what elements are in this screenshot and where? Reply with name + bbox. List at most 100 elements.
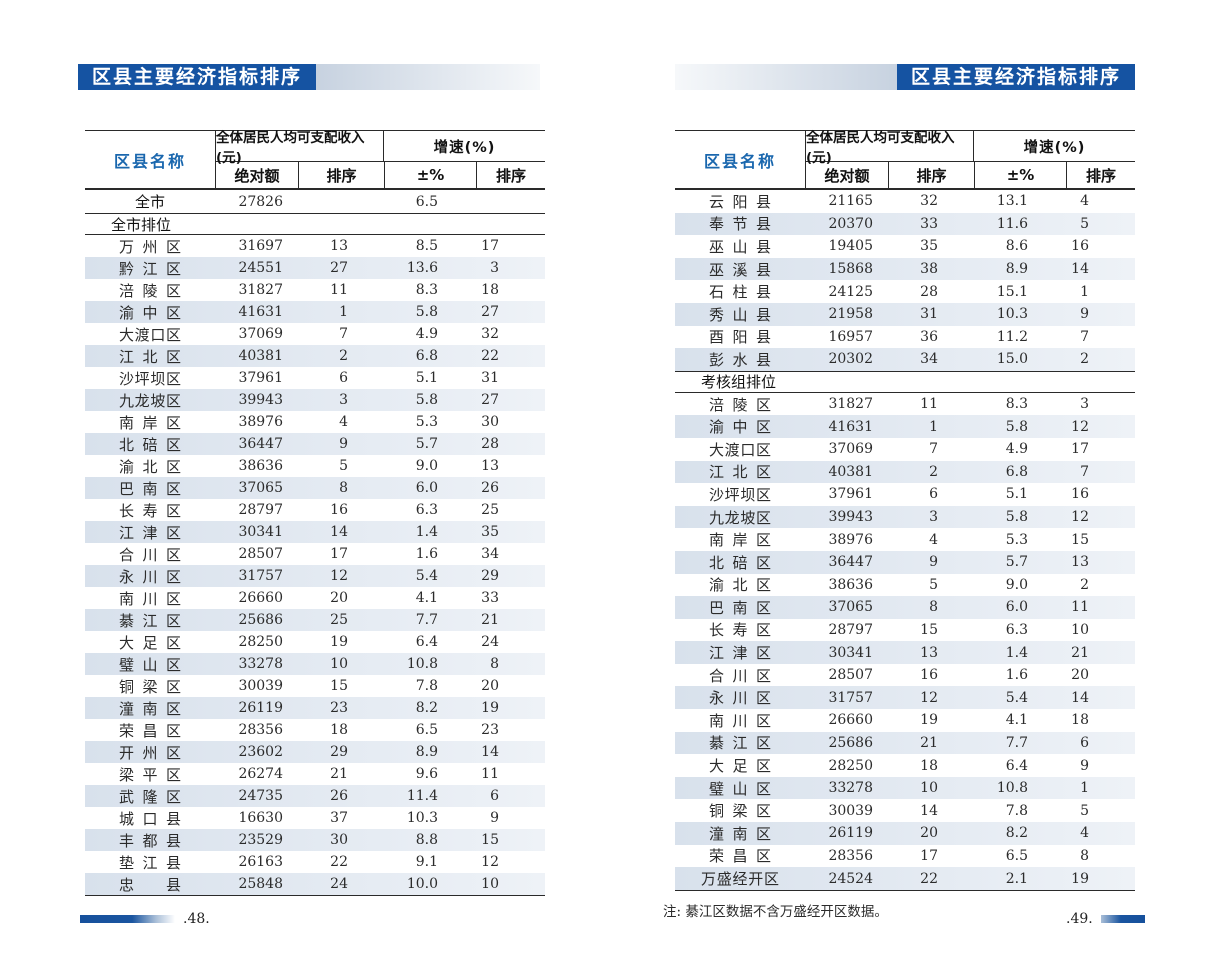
district-name-text: 铜梁区 [119,677,181,696]
table-row: 北碚区 36447 9 5.7 28 [85,433,545,455]
cell-district-name: 九龙坡区 [675,507,805,528]
cell-district-name: 潼南区 [85,698,215,719]
cell-income-rank: 12 [330,568,348,584]
cell-growth-pct: 5.7 [1005,554,1028,571]
cell-absolute-amount: 20302 [828,351,873,368]
table-row: 长寿区 28797 16 6.3 25 [85,499,545,521]
cell-district-name: 城口县 [85,808,215,829]
cell-growth-pct: 5.7 [415,436,438,452]
cell-income-rank: 12 [920,689,938,706]
cell-income-rank: 8 [929,599,938,616]
cell-district-name: 巴南区 [675,597,805,618]
cell-growth-pct: 5.3 [415,414,438,430]
cell-growth-rank: 7 [1080,328,1089,345]
table-row: 大渡口区 37069 7 4.9 17 [675,438,1135,461]
cell-growth-rank: 4 [1080,825,1089,842]
cell-income-rank: 32 [920,193,938,210]
cell-growth-pct: 6.3 [1005,621,1028,638]
cell-growth-pct: 6.5 [1005,847,1028,864]
cell-absolute-amount: 31827 [828,396,873,413]
district-name-text: 长寿区 [119,501,181,520]
cell-district-name: 武隆区 [85,786,215,807]
table-row: 荣昌区 28356 18 6.5 23 [85,719,545,741]
cell-income-rank: 15 [920,621,938,638]
cell-income-rank: 5 [339,458,348,474]
cell-income-rank: 10 [330,656,348,672]
table-row: 北碚区 36447 9 5.7 13 [675,550,1135,574]
header-absolute-amount: 绝对额 [216,162,299,188]
cell-growth-pct: 8.9 [415,744,438,760]
district-name-text: 彭水县 [709,350,771,369]
cell-growth-rank: 32 [481,326,499,342]
cell-district-name: 北碚区 [675,552,805,573]
section-label: 考核组排位 [675,370,1135,393]
table-row-summary: 全市 27826 6.5 [85,190,545,213]
cell-income-rank: 9 [929,554,938,571]
cell-income-rank: 16 [330,502,348,518]
cell-absolute-amount: 20370 [828,215,873,232]
cell-growth-pct: 1.4 [415,524,438,540]
cell-absolute-amount: 30341 [828,644,873,661]
district-name-text: 北碚区 [119,435,181,454]
cell-growth-rank: 11 [481,766,499,782]
cell-district-name: 荣昌区 [85,720,215,741]
table-row: 江北区 40381 2 6.8 7 [675,460,1135,484]
cell-absolute-amount: 26274 [238,766,283,782]
cell-absolute-amount: 37961 [238,370,283,386]
table-row: 垫江县 26163 22 9.1 12 [85,851,545,873]
cell-district-name: 合川区 [675,665,805,686]
cell-growth-pct: 8.3 [415,282,438,298]
district-name-text: 永川区 [119,567,181,586]
cell-income-rank: 26 [330,788,348,804]
title-gradient-tail [675,64,897,90]
cell-district-name: 南川区 [85,588,215,609]
cell-income-rank: 20 [920,825,938,842]
page-right-title-bar: 区县主要经济指标排序 [675,64,1135,90]
cell-income-rank: 23 [330,700,348,716]
district-name-text: 南岸区 [119,413,181,432]
cell-income-rank: 14 [920,802,938,819]
cell-district-name: 渝中区 [85,302,215,323]
table-row: 綦江区 25686 25 7.7 21 [85,609,545,631]
cell-growth-pct: 8.3 [1005,396,1028,413]
cell-growth-rank: 12 [1071,418,1089,435]
cell-absolute-amount: 26119 [238,700,283,716]
cell-absolute-amount: 38976 [828,531,873,548]
cell-income-rank: 28 [920,283,938,300]
district-name-text: 南岸区 [709,531,771,550]
cell-absolute-amount: 31827 [238,282,283,298]
cell-district-name: 黔江区 [85,258,215,279]
table-row: 铜梁区 30039 14 7.8 5 [675,799,1135,822]
cell-growth-pct: 4.9 [1005,441,1028,458]
cell-growth-rank: 14 [481,744,499,760]
table-row: 奉节县 20370 33 11.6 5 [675,212,1135,236]
district-name-text: 秀山县 [709,305,771,324]
cell-absolute-amount: 33278 [828,780,873,797]
cell-growth-rank: 4 [1080,193,1089,210]
cell-absolute-amount: 26660 [828,712,873,729]
cell-growth-pct: 7.7 [415,612,438,628]
cell-income-rank: 1 [929,418,938,435]
cell-district-name: 荣昌区 [675,845,805,866]
income-ranking-table-right: 区县名称 全体居民人均可支配收入(元) 增速(%) 绝对额 排序 ±% 排序 云… [675,130,1135,891]
cell-district-name: 长寿区 [85,500,215,521]
cell-growth-pct: 10.8 [996,780,1028,797]
cell-absolute-amount: 21958 [828,306,873,323]
table-row: 梁平区 26274 21 9.6 11 [85,763,545,785]
table-row: 江津区 30341 14 1.4 35 [85,521,545,543]
cell-income-rank: 9 [339,436,348,452]
cell-growth-rank: 27 [481,392,499,408]
cell-growth-rank: 8 [490,656,499,672]
cell-district-name: 长寿区 [675,619,805,640]
cell-growth-pct: 11.6 [996,215,1028,232]
cell-income-rank: 8 [339,480,348,496]
cell-income-rank: 7 [339,326,348,342]
cell-growth-pct: 11.4 [406,788,438,804]
table-row: 江北区 40381 2 6.8 22 [85,345,545,367]
cell-growth-rank: 16 [1071,238,1089,255]
cell-income-rank: 2 [929,463,938,480]
cell-absolute-amount: 39943 [828,509,873,526]
cell-income-rank: 13 [920,644,938,661]
table-row: 云阳县 21165 32 13.1 4 [675,190,1135,213]
cell-growth-pct: 15.0 [996,351,1028,368]
